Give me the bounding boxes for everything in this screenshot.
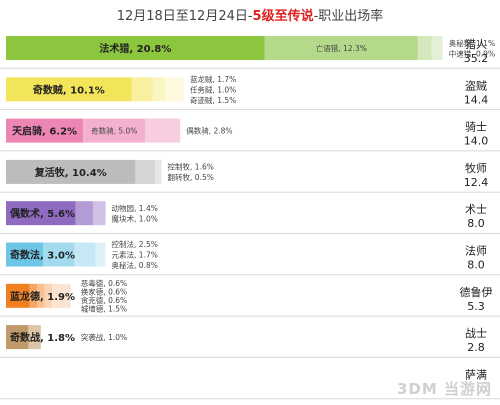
bar-segment xyxy=(74,242,96,267)
bar-segment xyxy=(29,283,38,308)
segment-label: 贪克德, 0.6% xyxy=(81,295,127,305)
segment-label: 任务贼, 1.0% xyxy=(190,84,236,94)
segment-label: 亡语猎, 12.3% xyxy=(316,43,367,53)
segment-label: 复活牧, 10.4% xyxy=(34,166,107,179)
bar-segment xyxy=(6,242,44,267)
bar-segment xyxy=(152,77,166,102)
class-total-label: 2.8 xyxy=(467,341,485,354)
segment-label: 突袭战, 1.0% xyxy=(81,332,127,342)
segment-label: 魔块术, 1.0% xyxy=(112,213,158,223)
segment-label: 城墙德, 1.5% xyxy=(81,304,127,314)
class-name-label: 战士 xyxy=(465,327,487,340)
class-total-label: 35.2 xyxy=(464,52,489,65)
segment-label: 法术猎, 20.8% xyxy=(99,42,171,55)
title-highlight: 5级至传说 xyxy=(252,9,314,24)
segment-label: 元素法, 1.7% xyxy=(112,250,158,260)
bar-segment xyxy=(6,77,132,102)
segment-label: 蓝龙贼, 1.7% xyxy=(190,74,236,84)
class-name-label: 德鲁伊 xyxy=(460,285,493,299)
class-name-label: 牧师 xyxy=(465,161,487,175)
segment-label: 换家德, 0.6% xyxy=(81,287,127,297)
class-name-label: 猎人 xyxy=(465,37,487,51)
bar-segment xyxy=(417,36,432,60)
segment-label: 奥秘猎, 1.1% xyxy=(449,38,495,48)
class-total-label: 8.0 xyxy=(467,217,485,230)
bar-segment xyxy=(6,36,265,60)
bar-segment xyxy=(28,325,41,350)
segment-label: 奇数贼, 10.1% xyxy=(33,83,105,96)
class-total-label: 5.3 xyxy=(467,300,485,313)
segment-label: 奥秘法, 0.8% xyxy=(112,260,158,270)
segment-label: 动物园, 1.4% xyxy=(112,203,158,213)
bar-segment xyxy=(264,36,418,60)
segment-label: 偶数术, 5.6% xyxy=(9,207,75,220)
class-total-label: 8.0 xyxy=(467,259,485,272)
bar-segment xyxy=(37,283,45,308)
chart-title: 12月18日至12月24日-5级至传说-职业出场率 xyxy=(0,5,500,24)
bar-segment xyxy=(44,283,53,308)
segment-label: 中速猎, 0.9% xyxy=(449,48,495,58)
segment-label: 控制法, 2.5% xyxy=(112,239,158,249)
class-name-label: 萨满 xyxy=(465,368,487,381)
class-total-label: 14.4 xyxy=(464,93,489,106)
bar-segment xyxy=(83,118,146,143)
bar-segment xyxy=(6,159,136,184)
title-suffix: -职业出场率 xyxy=(313,9,384,24)
class-name-label: 骑士 xyxy=(465,121,487,134)
class-name-label: 法师 xyxy=(465,244,487,258)
segment-label: 蓝龙德, 1.9% xyxy=(10,290,75,303)
bar-segment xyxy=(6,325,29,350)
bar-segment xyxy=(6,118,84,143)
segment-label: 奇数法, 3.0% xyxy=(10,249,75,262)
segment-label: 奇数骑, 5.0% xyxy=(91,126,137,136)
bar-segment xyxy=(52,283,71,308)
bar-segment xyxy=(155,159,162,184)
bar-segment xyxy=(6,283,30,308)
bar-segment xyxy=(431,36,443,60)
bar-segment xyxy=(43,242,75,267)
bar-segment xyxy=(145,118,181,143)
bar-segment xyxy=(165,77,184,102)
segment-label: 恶毒德, 0.6% xyxy=(81,278,127,288)
class-name-label: 盗贼 xyxy=(465,78,487,92)
segment-label: 奇数战, 1.8% xyxy=(10,331,75,344)
class-total-label: 14.0 xyxy=(464,135,489,148)
segment-label: 奇迹贼, 1.5% xyxy=(190,95,236,105)
segment-label: 偶数骑, 2.8% xyxy=(186,126,232,136)
bar-segment xyxy=(6,201,76,226)
bar-segment xyxy=(93,201,106,226)
segment-label: 控制牧, 1.6% xyxy=(168,162,214,172)
watermark: 3DM 当游网 xyxy=(396,380,492,398)
segment-label: 翻转牧, 0.5% xyxy=(168,172,214,182)
bar-segment xyxy=(95,242,106,267)
class-total-label: 12.4 xyxy=(464,176,489,189)
title-prefix: 12月18日至12月24日- xyxy=(116,9,253,24)
segment-label: 天启骑, 6.2% xyxy=(12,125,77,138)
bar-segment xyxy=(135,159,156,184)
bar-segment xyxy=(131,77,153,102)
class-name-label: 术士 xyxy=(465,203,487,216)
bar-segment xyxy=(75,201,94,226)
